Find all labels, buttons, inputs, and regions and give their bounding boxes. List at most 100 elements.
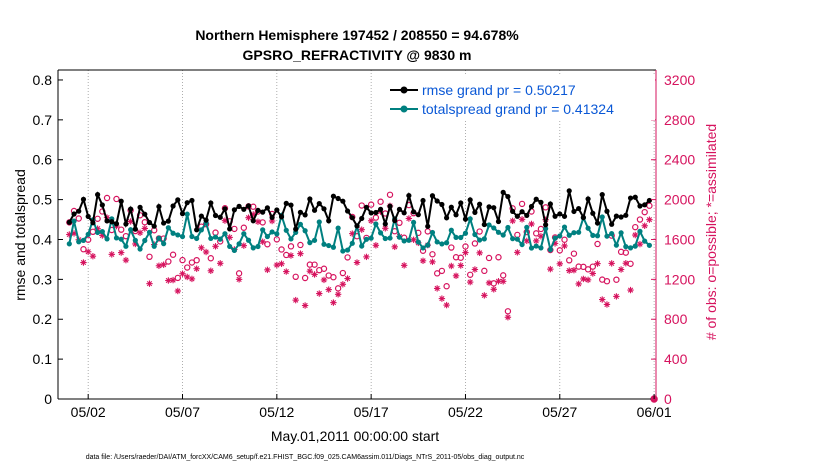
obs-assimilated-marker	[490, 286, 497, 293]
obs-possible-marker	[358, 202, 365, 209]
rmse-point	[646, 197, 652, 204]
rmse-point	[486, 204, 492, 210]
obs-assimilated-marker	[419, 257, 427, 265]
obs-assimilated-stroke	[566, 267, 572, 274]
obs-possible-marker	[259, 219, 266, 226]
rmse-point	[472, 209, 478, 215]
totalspread-point	[283, 227, 289, 233]
totalspread-point	[557, 233, 563, 239]
rmse-point	[439, 201, 445, 208]
obs-possible-marker	[377, 198, 384, 205]
obs-assimilated-stroke	[175, 288, 181, 294]
obs-possible-marker	[518, 200, 526, 208]
obs-possible-marker	[561, 236, 568, 243]
rmse-point	[637, 203, 643, 209]
x-tick-label: 05/17	[354, 404, 389, 420]
obs-assimilated-stroke	[127, 218, 134, 225]
rmse-point	[349, 215, 355, 221]
totalspread-point	[311, 237, 318, 243]
obs-assimilated-stroke	[491, 286, 497, 292]
totalspread-point	[373, 221, 379, 227]
x-tick-label: 05/27	[542, 404, 577, 420]
obs-assimilated-marker	[433, 285, 441, 292]
rmse-point	[632, 194, 638, 200]
obs-possible-marker	[94, 215, 101, 222]
obs-assimilated-stroke	[217, 260, 223, 266]
obs-assimilated-marker	[580, 275, 587, 283]
rmse-point	[156, 203, 162, 210]
rmse-point	[175, 197, 181, 203]
legend-rmse-label: rmse grand pr = 0.50217	[422, 82, 576, 98]
obs-possible-marker	[476, 228, 483, 235]
rmse-point	[543, 222, 549, 228]
rmse-point	[368, 210, 374, 216]
rmse-point	[594, 220, 601, 226]
obs-assimilated-marker	[292, 296, 299, 304]
obs-layer	[66, 191, 658, 403]
totalspread-point	[444, 240, 450, 246]
rmse-point	[580, 214, 586, 221]
totalspread-point	[406, 237, 412, 243]
obs-assimilated-marker	[570, 266, 578, 274]
rmse-point	[222, 206, 228, 212]
y-tick-label: 0	[44, 391, 52, 407]
obs-assimilated-marker	[641, 222, 648, 229]
totalspread-point	[415, 239, 421, 245]
totalspread-point	[576, 229, 582, 235]
obs-assimilated-marker	[179, 270, 186, 277]
totalspread-point	[113, 235, 120, 241]
obs-assimilated-marker	[108, 251, 115, 258]
obs-assimilated-stroke	[359, 227, 365, 233]
obs-assimilated-marker	[452, 272, 460, 280]
obs-assimilated-stroke	[642, 223, 648, 229]
totalspread-point	[500, 232, 506, 238]
totalspread-point	[458, 234, 464, 241]
obs-assimilated-marker	[311, 271, 318, 278]
totalspread-point	[335, 225, 341, 231]
obs-assimilated-marker	[561, 242, 568, 250]
obs-possible-marker	[193, 256, 200, 264]
totalspread-point	[538, 245, 544, 251]
obs-assimilated-stroke	[354, 259, 360, 266]
obs-assimilated-marker	[278, 260, 285, 267]
rmse-point	[538, 199, 544, 205]
obs-assimilated-stroke	[500, 278, 506, 284]
totalspread-point	[543, 226, 549, 232]
obs-assimilated-stroke	[302, 302, 308, 309]
totalspread-point	[613, 242, 619, 248]
obs-possible-marker	[636, 216, 644, 223]
obs-possible-marker	[80, 246, 87, 253]
obs-possible-marker	[273, 236, 281, 243]
rmse-point	[321, 206, 327, 212]
totalspread-point	[585, 225, 591, 231]
obs-possible-marker	[566, 257, 573, 264]
rmse-point	[547, 201, 553, 207]
obs-assimilated-marker	[518, 216, 526, 223]
obs-possible-marker	[466, 271, 474, 278]
rmse-point	[392, 217, 398, 224]
obs-assimilated-marker	[589, 270, 597, 277]
rmse-point	[66, 219, 72, 225]
obs-possible-marker	[495, 254, 502, 261]
obs-assimilated-stroke	[118, 249, 124, 256]
rmse-point	[109, 219, 115, 225]
obs-assimilated-stroke	[557, 261, 563, 267]
totalspread-point	[429, 229, 436, 236]
rmse-point	[293, 226, 299, 232]
obs-assimilated-marker	[400, 262, 408, 269]
obs-assimilated-marker	[438, 295, 446, 302]
totalspread-point	[330, 244, 337, 250]
obs-possible-marker	[334, 285, 342, 292]
obs-assimilated-marker	[273, 261, 281, 269]
totalspread-point	[104, 236, 110, 242]
rmse-point	[137, 204, 143, 210]
totalspread-point	[264, 233, 270, 240]
totalspread-point	[137, 246, 143, 252]
obs-assimilated-stroke	[576, 281, 582, 287]
totalspread-point	[477, 237, 483, 243]
obs-assimilated-marker	[283, 268, 290, 275]
obs-assimilated-marker	[122, 256, 130, 264]
rmse-point	[194, 227, 200, 233]
rmse-point	[311, 207, 318, 213]
totalspread-point	[561, 224, 568, 230]
